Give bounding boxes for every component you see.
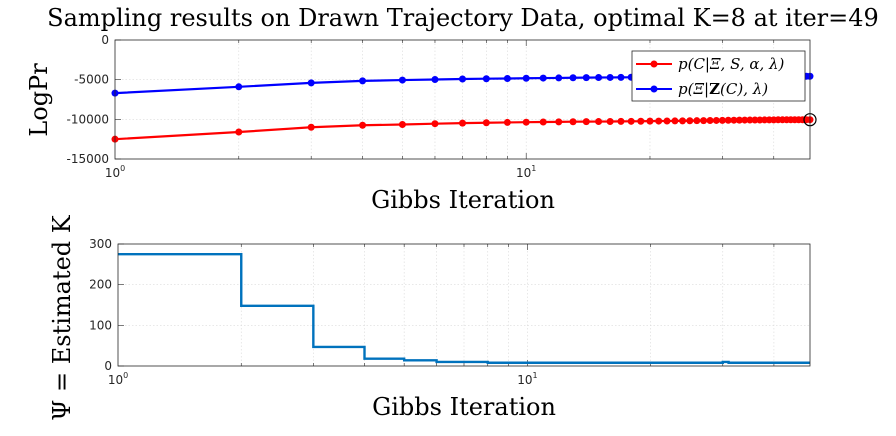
series-0-point [686,117,694,125]
bottom-plot-frame [117,243,811,367]
svg-text:101: 101 [516,164,536,180]
series-1-point [569,74,577,82]
top-ylabel: LogPr [25,63,53,137]
top-xlabel: Gibbs Iteration [371,186,555,214]
series-0-point [482,119,490,127]
bottom-x-tick-label-10: 101 [517,371,537,387]
series-0-point [539,118,547,126]
series-0-point [735,116,743,124]
series-0-point [746,116,754,124]
legend-marker-blue [650,85,658,93]
series-1-point [398,76,406,84]
legend-marker-red [650,60,658,68]
series-0-point [398,120,406,128]
series-0-point [637,117,645,125]
series-0-point [700,117,708,125]
series-1-point [235,83,243,91]
series-0-point [730,116,738,124]
series-1-point [503,74,511,82]
series-1-point [482,75,490,83]
y-tick-label: 200 [89,278,112,292]
svg-text:100: 100 [105,164,125,180]
series-1-point [595,74,603,82]
series-0-point [555,118,563,126]
series-0-point [582,118,590,126]
series-0-point [503,118,511,126]
series-0-point [671,117,679,125]
y-tick-label: -15000 [66,152,109,166]
bottom-ylabel: Ψ = Estimated K [48,214,76,420]
legend: p(C|Ξ, S, α, λ) p(Ξ|Z(C), λ) [631,50,806,102]
estimated-k-step-line [118,252,810,364]
series-0-point [606,117,614,125]
top-plot-frame [114,39,811,160]
series-1-point [359,77,367,85]
series-0-point [431,120,439,128]
y-tick-label: -10000 [66,112,109,126]
series-1-point [431,76,439,84]
top-x-tick-label-1: 100 [105,164,125,180]
series-0-point [627,117,635,125]
series-0-point [679,117,687,125]
series-0-point [569,118,577,126]
series-1-point [606,73,614,81]
series-1-point [522,74,530,82]
y-tick-label: 0 [104,359,112,373]
top-ticks: 0 -5000 -10000 -15000 [66,33,775,166]
series-0-point [706,117,714,125]
series-0-point [718,116,726,124]
series-1-point [582,74,590,82]
series-0-point [307,123,315,131]
series-0-point [741,116,749,124]
series-0-point [655,117,663,125]
legend-label-red: p(C|Ξ, S, α, λ) [678,55,785,73]
series-0-point [646,117,654,125]
series-0-point [359,121,367,129]
chart-title: Sampling results on Drawn Trajectory Dat… [47,4,879,32]
y-tick-label: 100 [89,318,112,332]
series-1-point [539,74,547,82]
svg-text:100: 100 [108,371,128,387]
series-0-point [712,116,720,124]
series-1-point [555,74,563,82]
y-tick-label: 0 [101,33,109,47]
series-0-point [235,128,243,136]
series-0-point [617,117,625,125]
series-0-point [522,118,530,126]
bottom-x-tick-label-1: 100 [108,371,128,387]
series-0-point [595,118,603,126]
legend-box [631,50,806,102]
series-0-point [693,117,701,125]
series-0-point [724,116,732,124]
series-0-point [751,116,759,124]
series-0-point [663,117,671,125]
y-tick-label: -5000 [74,73,109,87]
bottom-series [118,252,810,364]
series-1-point [617,73,625,81]
series-1-point [307,79,315,87]
y-tick-label: 300 [89,237,112,251]
svg-text:101: 101 [517,371,537,387]
series-0-point [459,119,466,127]
series-1-point [459,75,466,83]
top-x-tick-label-10: 101 [516,164,536,180]
bottom-xlabel: Gibbs Iteration [372,393,556,421]
legend-label-blue: p(Ξ|Z(C), λ) [678,80,768,98]
top-axes: 0 -5000 -10000 -15000 100 101 Gibbs Iterati… [25,33,817,214]
